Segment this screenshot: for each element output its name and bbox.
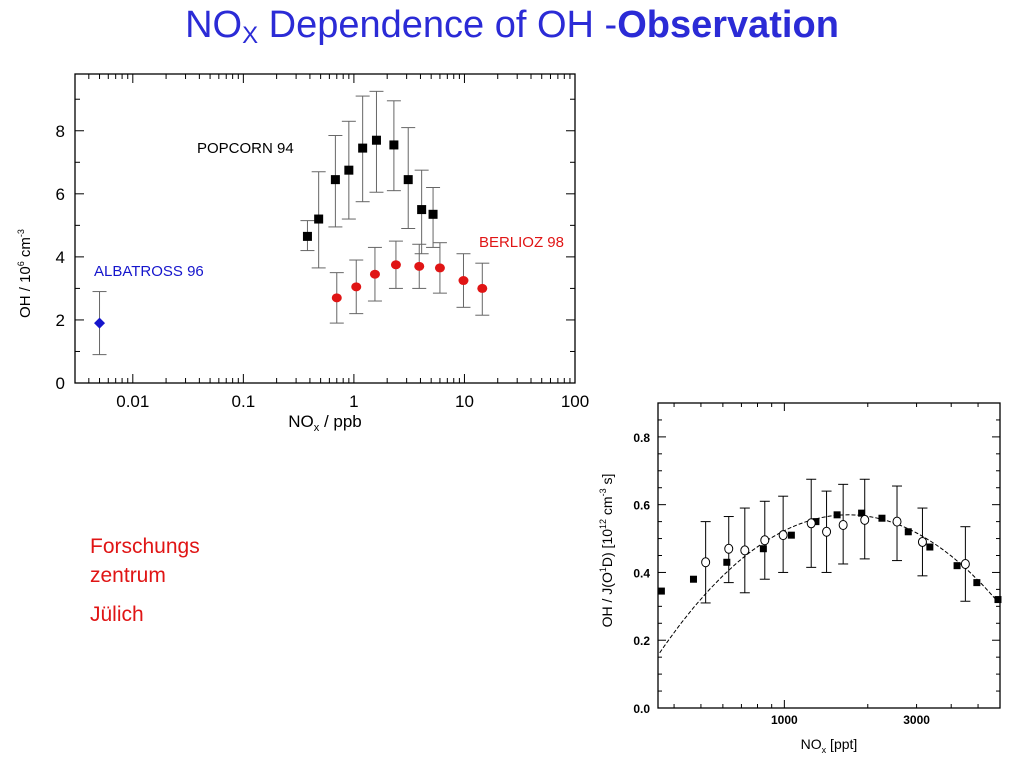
series-label: BERLIOZ 98 bbox=[479, 234, 564, 251]
data-point bbox=[778, 530, 788, 541]
data-point bbox=[838, 520, 848, 530]
axes: 1000 3000 0.0 0.2 0.4 0.6 0.8 NOx [ppt] OH / J(O… bbox=[598, 402, 1001, 755]
plot-frame bbox=[74, 73, 576, 384]
data-point bbox=[812, 518, 820, 526]
data-point bbox=[833, 511, 841, 519]
data-point bbox=[806, 518, 816, 529]
data-point bbox=[331, 293, 342, 303]
x-tick-label: 100 bbox=[561, 392, 589, 411]
data-point bbox=[994, 596, 1002, 604]
data-point bbox=[358, 143, 368, 153]
x-tick-label: 1000 bbox=[771, 713, 798, 727]
data-point bbox=[94, 317, 106, 329]
data-point bbox=[860, 514, 870, 525]
data-point bbox=[917, 536, 927, 547]
data-point bbox=[351, 282, 362, 292]
chart-oh-vs-nox-ppb: 0.01 0.1 1 10 100 0 2 4 6 8 NOx / ppb OH / 106 cm-3… bbox=[16, 73, 589, 434]
data-point bbox=[689, 575, 697, 583]
y-tick-label: 0.2 bbox=[633, 634, 650, 648]
x-tick-label: 1 bbox=[349, 392, 358, 411]
institute-note: Forschungs zentrum Jülich bbox=[90, 532, 200, 629]
y-tick-label: 0.6 bbox=[633, 499, 650, 513]
data-point bbox=[330, 175, 340, 185]
title-subscript: X bbox=[242, 22, 259, 49]
y-tick-label: 0.0 bbox=[633, 702, 650, 716]
data-point bbox=[759, 545, 767, 553]
data-point bbox=[434, 263, 445, 273]
y-tick-label: 2 bbox=[56, 311, 65, 330]
data-point bbox=[760, 535, 770, 546]
data-point bbox=[926, 543, 934, 551]
x-axis-label: NOx [ppt] bbox=[801, 736, 858, 755]
y-tick-label: 0.8 bbox=[633, 431, 650, 445]
y-tick-label: 0.4 bbox=[633, 566, 650, 580]
data-point bbox=[960, 558, 970, 569]
institute-line-3: Jülich bbox=[90, 603, 144, 626]
title-middle: Dependence of OH - bbox=[258, 4, 618, 46]
institute-line-2: zentrum bbox=[90, 564, 166, 587]
data-point bbox=[403, 175, 413, 185]
data-point bbox=[477, 283, 488, 293]
data-point bbox=[657, 587, 665, 595]
institute-line-1: Forschungs bbox=[90, 535, 200, 558]
data-point bbox=[740, 545, 750, 556]
x-tick-label: 3000 bbox=[903, 713, 930, 727]
page-title: NOX Dependence of OH -Observation bbox=[0, 4, 1024, 50]
x-axis-label: NOx / ppb bbox=[288, 412, 362, 434]
data-point bbox=[369, 269, 380, 279]
x-tick-label: 0.1 bbox=[232, 392, 256, 411]
y-tick-label: 6 bbox=[56, 185, 65, 204]
y-axis-label: OH / 106 cm-3 bbox=[16, 229, 34, 318]
data-point bbox=[344, 165, 354, 175]
title-prefix: NO bbox=[185, 4, 243, 46]
data-point bbox=[314, 214, 324, 224]
data-point bbox=[389, 140, 399, 150]
y-tick-label: 4 bbox=[56, 248, 65, 267]
series-2 bbox=[329, 240, 490, 324]
data-point bbox=[701, 557, 711, 568]
y-tick-label: 8 bbox=[56, 122, 65, 141]
data-point bbox=[417, 205, 427, 215]
data-point bbox=[414, 261, 425, 271]
axes: 0.01 0.1 1 10 100 0 2 4 6 8 NOx / ppb OH / 106 cm-3 bbox=[16, 73, 589, 434]
plot-frame bbox=[657, 402, 1001, 709]
data-point bbox=[371, 135, 381, 145]
title-bold: Observation bbox=[617, 4, 839, 46]
series-0 bbox=[657, 509, 1002, 604]
data-point bbox=[878, 514, 886, 522]
data-point bbox=[723, 558, 731, 566]
data-point bbox=[953, 562, 961, 570]
series-1 bbox=[300, 90, 441, 269]
series-label: ALBATROSS 96 bbox=[94, 263, 204, 280]
x-tick-label: 0.01 bbox=[116, 392, 149, 411]
y-tick-label: 0 bbox=[56, 374, 65, 393]
series-1 bbox=[700, 478, 971, 604]
y-axis-label: OH / J(O1D) [1012 cm-3 s] bbox=[598, 474, 615, 628]
data-point bbox=[904, 528, 912, 536]
data-point bbox=[892, 516, 902, 527]
data-point bbox=[787, 531, 795, 539]
fit-curve bbox=[659, 514, 999, 654]
series-label: POPCORN 94 bbox=[197, 140, 294, 157]
x-tick-label: 10 bbox=[455, 392, 474, 411]
data-point bbox=[390, 260, 401, 270]
data-point bbox=[858, 509, 866, 517]
chart-oh-per-jo1d-vs-nox-ppt: 1000 3000 0.0 0.2 0.4 0.6 0.8 NOx [ppt] OH / J(O… bbox=[598, 402, 1002, 755]
series-0 bbox=[92, 291, 107, 356]
data-point bbox=[973, 579, 981, 587]
data-point bbox=[302, 231, 312, 241]
data-point bbox=[458, 276, 469, 286]
data-point bbox=[822, 526, 832, 537]
data-point bbox=[428, 209, 438, 219]
data-point bbox=[724, 543, 734, 554]
